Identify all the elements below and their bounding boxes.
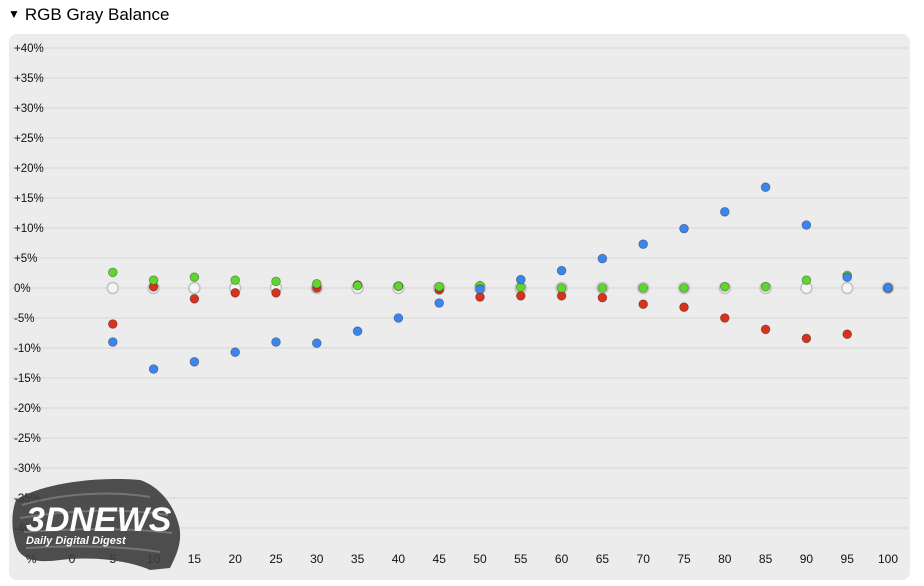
blue-point bbox=[108, 337, 118, 347]
x-tick-label: 65 bbox=[596, 552, 610, 566]
green-point bbox=[108, 267, 118, 278]
green-point bbox=[597, 283, 608, 293]
x-tick-label: 50 bbox=[473, 552, 487, 566]
x-tick-label: 80 bbox=[718, 552, 732, 566]
green-point bbox=[679, 283, 689, 293]
green-point bbox=[352, 280, 363, 291]
y-axis-ticks: +40% +35% +30% +25% +20% +15% +10% +5% 0% -5% -10%… bbox=[14, 43, 44, 535]
red-point bbox=[842, 329, 852, 340]
y-tick-label: -10% bbox=[14, 343, 41, 355]
green-point bbox=[760, 281, 771, 292]
red-point bbox=[638, 299, 648, 310]
blue-point bbox=[597, 253, 608, 264]
neutral-point bbox=[840, 281, 854, 295]
red-point bbox=[271, 287, 281, 298]
x-tick-label: 45 bbox=[433, 552, 447, 566]
x-tick-label: 95 bbox=[841, 552, 855, 566]
green-point bbox=[434, 281, 445, 292]
chart-panel bbox=[9, 34, 910, 580]
y-tick-label: -15% bbox=[14, 373, 41, 385]
blue-point bbox=[842, 272, 852, 283]
x-tick-label: 75 bbox=[677, 552, 691, 566]
y-tick-label: -5% bbox=[14, 313, 34, 325]
red-point bbox=[597, 292, 608, 303]
y-tick-label: +25% bbox=[14, 133, 44, 145]
red-point bbox=[108, 319, 118, 329]
green-point bbox=[638, 283, 648, 293]
y-tick-label: -30% bbox=[14, 463, 41, 475]
y-tick-label: +10% bbox=[14, 223, 44, 235]
x-tick-label: 0 bbox=[69, 552, 76, 566]
blue-point bbox=[679, 223, 689, 234]
grid-lines bbox=[12, 47, 908, 529]
red-point bbox=[230, 287, 241, 298]
green-point bbox=[148, 275, 159, 286]
watermark-tagline: Daily Digital Digest bbox=[26, 535, 127, 547]
x-tick-label: 55 bbox=[514, 552, 528, 566]
watermark-logo: 3DNEWS Daily Digital Digest bbox=[12, 478, 181, 570]
blue-point bbox=[311, 338, 322, 349]
green-point bbox=[311, 278, 322, 289]
green-point bbox=[271, 276, 281, 287]
green-point bbox=[719, 281, 730, 292]
blue-point bbox=[230, 347, 241, 358]
chart-title: RGB Gray Balance bbox=[24, 5, 170, 24]
collapse-triangle-icon[interactable]: ▼ bbox=[8, 7, 20, 21]
green-point bbox=[801, 275, 812, 286]
green-point bbox=[393, 281, 404, 292]
x-tick-label: 20 bbox=[229, 552, 243, 566]
red-point bbox=[189, 293, 200, 304]
x-tick-label: 90 bbox=[800, 552, 814, 566]
blue-point bbox=[352, 326, 363, 337]
y-tick-label: +15% bbox=[14, 193, 44, 205]
x-tick-label: 30 bbox=[310, 552, 324, 566]
blue-point bbox=[434, 298, 445, 308]
blue-point bbox=[556, 265, 567, 276]
red-point bbox=[801, 333, 812, 344]
red-point bbox=[760, 324, 771, 335]
green-point bbox=[230, 275, 241, 286]
neutral-point bbox=[106, 281, 120, 295]
x-tick-label: 35 bbox=[351, 552, 365, 566]
y-tick-label: +20% bbox=[14, 163, 44, 175]
x-tick-label: 15 bbox=[188, 552, 202, 566]
red-point bbox=[679, 302, 689, 313]
section-header[interactable]: ▼ RGB Gray Balance bbox=[8, 4, 169, 26]
x-tick-label: 60 bbox=[555, 552, 569, 566]
x-tick-label: 100 bbox=[878, 552, 898, 566]
blue-point bbox=[760, 182, 771, 193]
blue-point bbox=[515, 274, 526, 285]
blue-point bbox=[189, 356, 200, 367]
blue-point bbox=[719, 207, 730, 217]
x-tick-label: 40 bbox=[392, 552, 406, 566]
x-tick-label: 70 bbox=[637, 552, 651, 566]
blue-point bbox=[883, 283, 893, 293]
y-tick-label: +40% bbox=[14, 43, 44, 55]
blue-point bbox=[638, 239, 648, 250]
blue-point bbox=[475, 284, 485, 295]
green-point bbox=[189, 272, 200, 283]
y-tick-label: 0% bbox=[14, 283, 31, 295]
data-points bbox=[106, 182, 895, 374]
y-tick-label: +30% bbox=[14, 103, 44, 115]
y-tick-label: +35% bbox=[14, 73, 44, 85]
neutral-point bbox=[188, 281, 201, 295]
y-tick-label: +5% bbox=[14, 253, 37, 265]
red-point bbox=[515, 290, 526, 301]
watermark-logo-text: 3DNEWS bbox=[26, 501, 172, 539]
blue-point bbox=[801, 220, 812, 230]
green-point bbox=[556, 283, 567, 293]
x-tick-label: 25 bbox=[269, 552, 283, 566]
y-tick-label: -25% bbox=[14, 433, 41, 445]
red-point bbox=[719, 313, 730, 323]
x-tick-label: 85 bbox=[759, 552, 773, 566]
blue-point bbox=[271, 337, 281, 347]
blue-point bbox=[393, 313, 404, 323]
y-tick-label: -20% bbox=[14, 403, 41, 415]
blue-point bbox=[148, 364, 159, 374]
